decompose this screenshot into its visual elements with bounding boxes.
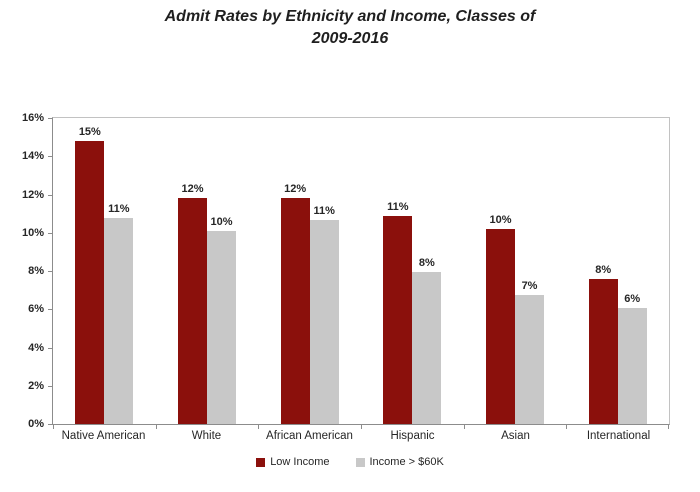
bar-group: 15% 11%: [53, 118, 156, 424]
bar-low-income: [75, 140, 105, 424]
x-axis-tick-mark: [361, 424, 362, 429]
bar-wrap: 11%: [104, 118, 134, 424]
y-axis-tick-mark: [48, 424, 53, 425]
y-axis-tick-mark: [48, 385, 53, 387]
y-axis-tick-label: 4%: [28, 341, 44, 354]
plot-area: 15% 11% 12% 10% 12% 11% 11% 8% 10% 7% 8% 6% 0% 2% 4% 6…: [22, 112, 670, 430]
x-axis-tick-mark: [463, 424, 465, 429]
bar-group: 12% 11%: [258, 118, 361, 424]
y-axis-tick-mark: [48, 232, 53, 234]
x-axis-labels: Native American White African American Hisp…: [52, 430, 670, 442]
chart-title-line2: 2009-2016: [311, 30, 389, 48]
y-axis-tick-label: 8%: [28, 265, 44, 277]
x-axis-category-label: African American: [266, 430, 353, 442]
bar-group: 10% 7%: [464, 118, 567, 424]
bar-low-income: [383, 215, 413, 424]
y-axis-tick-label: 0%: [28, 418, 44, 430]
y-axis-tick-label: 12%: [21, 188, 44, 201]
bar-value-label: 10%: [210, 215, 233, 228]
y-axis-tick-mark: [48, 156, 53, 158]
bar-value-label: 11%: [108, 203, 130, 216]
bar-value-label: 7%: [521, 279, 538, 292]
bar-group: 12% 10%: [156, 118, 259, 424]
y-axis-tick-mark: [48, 309, 53, 311]
x-axis-tick-mark: [155, 424, 157, 429]
bar-high-income: [515, 294, 545, 424]
x-axis-tick-mark: [566, 424, 568, 429]
bar-value-label: 8%: [595, 263, 612, 276]
bar-low-income: [486, 228, 516, 424]
bar-high-income: [104, 218, 134, 424]
y-axis-tick-label: 6%: [28, 303, 44, 316]
y-axis-tick-mark: [48, 347, 53, 349]
bar-wrap: 11%: [309, 118, 339, 424]
x-axis-tick-mark: [258, 424, 260, 429]
bar-value-label: 11%: [313, 205, 335, 218]
y-axis-tick-mark: [48, 118, 53, 119]
chart-title: Admit Rates by Ethnicity and Income, Cla…: [0, 6, 700, 51]
bar-low-income: [280, 198, 310, 424]
bar-value-label: 15%: [78, 125, 101, 138]
x-axis-tick-mark: [53, 424, 54, 429]
bar-value-label: 11%: [387, 200, 409, 213]
bar-wrap: 10%: [207, 118, 236, 424]
bar-low-income: [588, 278, 618, 424]
bar-group: 11% 8%: [361, 118, 464, 424]
legend-swatch: [355, 457, 365, 467]
bar-high-income: [412, 271, 442, 424]
bar-wrap: 11%: [383, 118, 413, 424]
bar-value-label: 10%: [489, 213, 512, 226]
bar-groups: 15% 11% 12% 10% 12% 11% 11% 8% 10% 7% 8% 6%: [53, 118, 669, 424]
y-axis-tick-mark: [48, 194, 53, 196]
legend-label: Income > $60K: [369, 456, 444, 468]
bar-high-income: [309, 220, 339, 424]
legend-label: Low Income: [270, 456, 330, 468]
bar-high-income: [617, 308, 647, 424]
bar-value-label: 6%: [624, 293, 641, 306]
legend-item: Income > $60K: [355, 456, 444, 468]
y-axis-tick-mark: [48, 271, 53, 272]
x-axis-category-label: Asian: [501, 430, 530, 442]
bar-value-label: 12%: [284, 183, 307, 196]
bar-wrap: 10%: [486, 118, 516, 424]
x-axis-category-label: International: [586, 430, 651, 442]
bar-value-label: 12%: [181, 183, 204, 196]
bar-wrap: 8%: [412, 118, 442, 424]
bar-low-income: [178, 198, 207, 424]
x-axis-category-label: White: [191, 430, 222, 442]
legend-swatch: [256, 457, 266, 467]
chart-title-line1: Admit Rates by Ethnicity and Income, Cla…: [164, 8, 536, 25]
bar-wrap: 15%: [75, 118, 105, 424]
y-axis-tick-label: 16%: [21, 112, 44, 124]
legend: Low Income Income > $60K: [0, 456, 700, 468]
bar-value-label: 8%: [418, 256, 435, 269]
legend-item: Low Income: [256, 456, 330, 468]
y-axis-tick-label: 2%: [28, 379, 44, 392]
x-axis-category-label: Hispanic: [390, 430, 435, 442]
y-axis-tick-label: 10%: [21, 226, 44, 239]
bar-wrap: 6%: [617, 118, 647, 424]
y-axis-tick-label: 14%: [21, 150, 44, 163]
bar-wrap: 12%: [280, 118, 310, 424]
bar-group: 8% 6%: [566, 118, 669, 424]
bar-wrap: 12%: [178, 118, 207, 424]
bar-wrap: 7%: [515, 118, 545, 424]
x-axis-category-label: Native American: [61, 430, 146, 442]
x-axis-tick-mark: [668, 424, 669, 429]
bar-high-income: [207, 230, 236, 424]
bar-wrap: 8%: [588, 118, 618, 424]
